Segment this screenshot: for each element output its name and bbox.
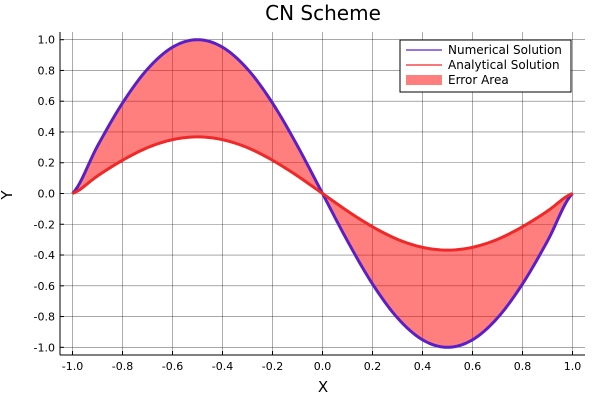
y-axis-label: Y <box>0 190 16 201</box>
y-tick-labels: 1.0 0.8 0.6 0.4 0.2 0.0 -0.2 -0.4 -0.6 -0.8 -1.0 <box>34 34 55 355</box>
x-tick-label: -1.0 <box>62 360 83 373</box>
x-tick-label: 0.4 <box>414 360 432 373</box>
y-tick-label: -1.0 <box>34 341 55 354</box>
y-tick-label: -0.4 <box>34 249 55 262</box>
y-tick-label: 0.6 <box>38 95 56 108</box>
y-tick-label: 0.8 <box>38 64 56 77</box>
x-tick-label: 0.6 <box>464 360 482 373</box>
x-tick-label: 0.8 <box>514 360 532 373</box>
x-tick-label: 0.0 <box>314 360 332 373</box>
legend-entry-error-area-swatch <box>406 75 442 85</box>
analytical-solution-line <box>71 135 574 252</box>
x-tick-label: 1.0 <box>564 360 582 373</box>
x-axis-label: X <box>318 378 328 396</box>
y-tick-label: 0.4 <box>38 126 56 139</box>
series-lines-layer <box>71 38 574 349</box>
axes-frame <box>59 32 585 356</box>
y-tick-label: 0.2 <box>38 157 56 170</box>
error-area <box>72 39 573 348</box>
legend-entry-error-area-label: Error Area <box>448 73 509 87</box>
y-tick-label: -0.8 <box>34 311 55 324</box>
x-tick-label: -0.4 <box>212 360 233 373</box>
x-tick-label: -0.8 <box>112 360 133 373</box>
x-tick-label: -0.2 <box>262 360 283 373</box>
x-tick-label: -0.6 <box>162 360 183 373</box>
x-tick-labels: -1.0 -0.8 -0.6 -0.4 -0.2 0.0 0.2 0.4 0.6 0.8 1.0 <box>62 360 581 373</box>
legend-entry-numerical-label: Numerical Solution <box>448 43 562 57</box>
y-tick-label: -0.6 <box>34 280 55 293</box>
y-tick-label: 1.0 <box>38 34 56 47</box>
chart-title: CN Scheme <box>265 1 381 25</box>
error-area-layer <box>72 39 573 348</box>
y-tick-label: 0.0 <box>38 188 56 201</box>
y-tick-label: -0.2 <box>34 218 55 231</box>
x-tick-label: 0.2 <box>364 360 382 373</box>
legend-entry-analytical-label: Analytical Solution <box>448 58 560 72</box>
